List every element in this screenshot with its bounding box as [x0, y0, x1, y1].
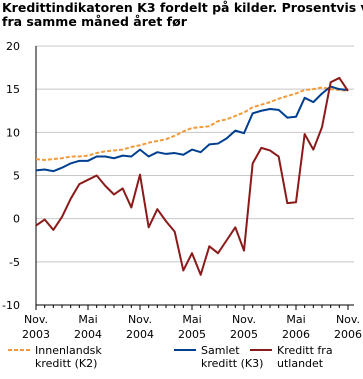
- series-line: [35, 76, 349, 276]
- x-tick-label: Nov. 2006: [334, 313, 362, 341]
- x-tick-label: Mai 2004: [74, 313, 102, 341]
- legend-label: Samlet kreditt (K3): [201, 344, 263, 370]
- chart-title: Kredittindikatoren K3 fordelt på kilder.…: [2, 0, 363, 29]
- x-tick-label: Nov. 2004: [126, 313, 154, 341]
- y-tick-label: 10: [6, 126, 20, 139]
- y-tick-label: 20: [6, 40, 20, 53]
- y-tick-label: -5: [9, 256, 20, 269]
- y-tick-label: 0: [13, 213, 20, 226]
- x-tick-label: Mai 2006: [282, 313, 310, 341]
- y-tick-label: -10: [2, 299, 20, 312]
- legend-label: Kreditt fra utlandet: [277, 344, 333, 370]
- y-tick-label: 5: [13, 170, 20, 183]
- x-tick-label: Nov. 2005: [230, 313, 258, 341]
- legend-label: Innenlandsk kreditt (K2): [35, 344, 102, 370]
- x-tick-label: Mai 2005: [178, 313, 206, 341]
- x-tick-label: Nov. 2003: [22, 313, 50, 341]
- series-line: [35, 85, 349, 173]
- series-line: [35, 86, 349, 161]
- y-tick-label: 15: [6, 83, 20, 96]
